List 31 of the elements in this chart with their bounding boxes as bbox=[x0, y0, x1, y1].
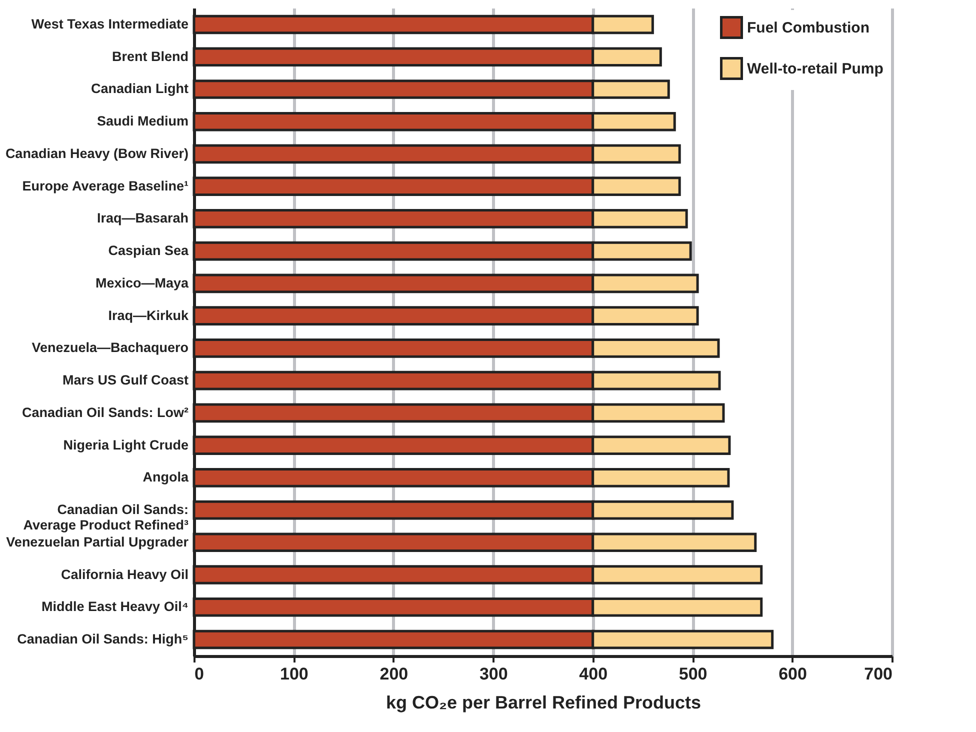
x-tick-label: 100 bbox=[280, 664, 308, 684]
y-tick-label: Mars US Gulf Coast bbox=[62, 372, 189, 388]
y-tick-label: Europe Average Baseline¹ bbox=[22, 178, 190, 194]
x-tick-label: 0 bbox=[194, 664, 204, 684]
x-tick-label: 700 bbox=[864, 664, 892, 684]
y-tick-label: Iraq—Kirkuk bbox=[108, 308, 189, 323]
x-tick-label: 300 bbox=[479, 664, 508, 684]
y-tick-label: Canadian Heavy (Bow River) bbox=[5, 146, 188, 161]
x-tick-label: 600 bbox=[778, 664, 807, 684]
y-tick-label: Canadian Light bbox=[91, 81, 190, 96]
y-tick-label: Iraq—Basarah bbox=[96, 210, 188, 226]
x-tick-label: 200 bbox=[380, 664, 408, 684]
y-tick-label: Caspian Sea bbox=[108, 243, 189, 258]
y-tick-label: Canadian Oil Sands: High⁵ bbox=[17, 631, 188, 646]
legend-label: Fuel Combustion bbox=[747, 20, 870, 36]
y-tick-label: Venezuelan Partial Upgrader bbox=[6, 534, 190, 550]
y-tick-label: Mexico—Maya bbox=[95, 275, 189, 290]
y-tick-label: Venezuela—Bachaquero bbox=[32, 340, 188, 356]
x-tick-label: 400 bbox=[579, 664, 608, 684]
y-tick-label: Brent Blend bbox=[112, 48, 188, 64]
y-tick-label: Angola bbox=[142, 470, 189, 485]
y-tick-label: Middle East Heavy Oil⁴ bbox=[42, 599, 188, 614]
y-tick-label: Canadian Oil Sands: Average Product Refined³ bbox=[23, 502, 189, 533]
x-tick-label: 500 bbox=[678, 664, 708, 684]
x-axis-title: kg CO₂e per Barrel Refined Products bbox=[386, 692, 702, 712]
y-tick-label: Canadian Oil Sands: Low² bbox=[22, 404, 190, 420]
legend-label: Well-to-retail Pump bbox=[747, 60, 884, 78]
y-tick-label: West Texas Intermediate bbox=[31, 16, 189, 32]
y-tick-label: Saudi Medium bbox=[96, 114, 188, 129]
y-tick-label: Nigeria Light Crude bbox=[63, 437, 189, 452]
y-tick-label: California Heavy Oil bbox=[60, 566, 188, 582]
